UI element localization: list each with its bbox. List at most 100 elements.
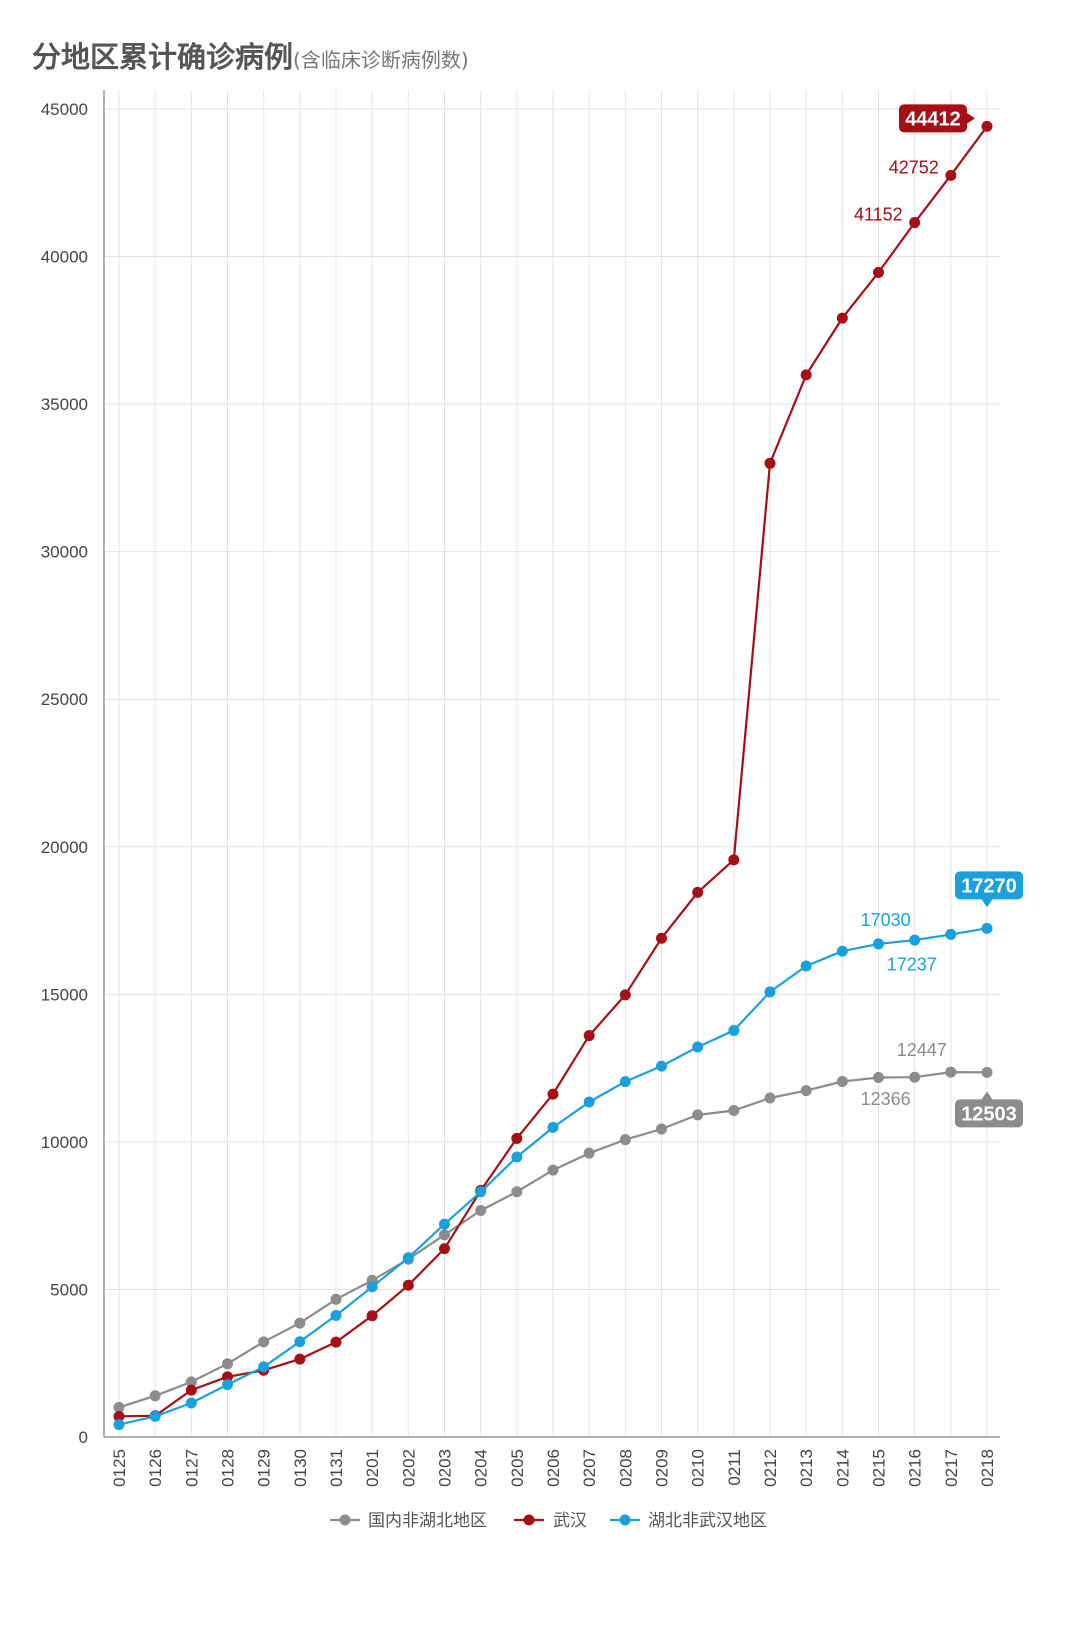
legend[interactable]: 国内非湖北地区 武汉 湖北非武汉地区: [330, 1511, 767, 1531]
data-point: [656, 1060, 667, 1072]
data-point: [402, 1279, 414, 1291]
data-point: [185, 1397, 197, 1409]
data-point: [909, 217, 921, 229]
data-point: [258, 1336, 270, 1348]
x-tick-label: 0128: [219, 1449, 238, 1487]
x-tick-label: 0203: [436, 1449, 455, 1487]
data-point: [692, 1041, 704, 1053]
x-tick-label: 0126: [146, 1449, 165, 1487]
x-tick-label: 0211: [725, 1449, 744, 1486]
data-point: [511, 1132, 523, 1144]
data-point: [366, 1310, 378, 1322]
data-point: [764, 1092, 776, 1104]
data-point: [619, 1076, 631, 1088]
data-point: [294, 1336, 306, 1348]
data-point: [330, 1336, 342, 1348]
annotation-label: 12447: [897, 1040, 947, 1060]
annotation-label: 41152: [854, 205, 903, 225]
data-point: [981, 120, 993, 132]
badge-box: [955, 871, 1023, 900]
data-point: [475, 1186, 487, 1198]
annotation-label: 17030: [861, 910, 911, 930]
badge-arrow: [981, 898, 993, 908]
data-point: [981, 1066, 993, 1078]
x-tick-label: 0216: [906, 1449, 925, 1487]
data-point: [149, 1390, 161, 1402]
data-point: [366, 1281, 378, 1293]
legend-marker: [523, 1514, 535, 1526]
axes: 0125 0126 0127 0128 0129 0130 0131 0201 0202 0203…: [41, 90, 1000, 1487]
data-point: [185, 1384, 197, 1396]
series-0: [113, 1066, 993, 1413]
data-point: [439, 1218, 450, 1230]
legend-item-1[interactable]: 武汉: [514, 1511, 587, 1531]
data-point: [475, 1205, 487, 1217]
data-point: [583, 1147, 595, 1159]
data-point: [511, 1186, 523, 1198]
x-tick-label: 0127: [182, 1449, 201, 1487]
data-point: [113, 1419, 125, 1431]
badge-arrow: [981, 1091, 993, 1101]
data-point: [222, 1358, 233, 1370]
data-point: [222, 1371, 233, 1383]
data-point: [873, 1071, 884, 1083]
data-point: [547, 1121, 559, 1133]
data-point: [909, 1071, 921, 1083]
data-point: [330, 1293, 342, 1305]
badge-box: [955, 1099, 1023, 1128]
data-point: [800, 960, 812, 972]
x-tick-label: 0218: [978, 1449, 997, 1487]
value-badge: 12503: [955, 1091, 1023, 1128]
x-tick-label: 0129: [255, 1449, 274, 1487]
x-tick-label: 0130: [291, 1449, 310, 1487]
data-point: [873, 938, 884, 950]
x-tick-label: 0215: [870, 1449, 889, 1487]
data-point: [294, 1353, 306, 1365]
y-tick-label: 20000: [41, 838, 88, 857]
data-point: [656, 932, 667, 944]
y-tick-label: 15000: [41, 985, 88, 1004]
annotation-label: 17237: [887, 954, 937, 974]
x-tick-label: 0125: [110, 1449, 129, 1487]
data-point: [583, 1096, 595, 1108]
data-point: [800, 1085, 812, 1097]
y-tick-label: 5000: [50, 1280, 88, 1299]
legend-item-0[interactable]: 国内非湖北地区: [330, 1511, 487, 1531]
legend-label: 国内非湖北地区: [368, 1511, 487, 1531]
data-point: [258, 1361, 270, 1373]
y-tick-label: 35000: [41, 395, 88, 414]
y-tick-label: 30000: [41, 543, 88, 562]
data-point: [113, 1401, 125, 1413]
value-badge: 44412: [899, 104, 975, 133]
data-point: [439, 1229, 450, 1241]
x-tick-label: 0209: [653, 1449, 672, 1487]
legend-item-2[interactable]: 湖北非武汉地区: [610, 1511, 767, 1531]
badge-arrow: [966, 112, 975, 125]
annotation-label: 42752: [889, 157, 939, 177]
x-tick-label: 0131: [327, 1449, 346, 1487]
data-point: [583, 1030, 595, 1042]
data-point: [439, 1243, 450, 1255]
x-tick-label: 0213: [797, 1449, 816, 1487]
data-point: [945, 928, 957, 940]
x-tick-label: 0204: [472, 1449, 491, 1487]
data-point: [149, 1410, 161, 1422]
legend-marker: [339, 1514, 351, 1526]
data-point: [728, 1105, 740, 1117]
data-point: [728, 1025, 740, 1037]
badge-box: [899, 104, 967, 133]
x-tick-label: 0210: [689, 1449, 708, 1487]
chart-subtitle: (含临床诊断病例数): [293, 48, 469, 72]
data-point: [836, 312, 848, 324]
legend-label: 湖北非武汉地区: [648, 1511, 767, 1531]
data-point: [547, 1164, 559, 1176]
y-tick-label: 45000: [41, 100, 88, 119]
chart-title-block: 分地区累计确诊病例(含临床诊断病例数): [32, 34, 469, 76]
data-point: [402, 1252, 414, 1264]
data-point: [294, 1317, 306, 1329]
x-tick-label: 0217: [942, 1449, 961, 1487]
chart-title: 分地区累计确诊病例: [32, 40, 294, 74]
annotation-label: 12366: [861, 1089, 911, 1109]
x-tick-label: 0214: [833, 1449, 852, 1487]
